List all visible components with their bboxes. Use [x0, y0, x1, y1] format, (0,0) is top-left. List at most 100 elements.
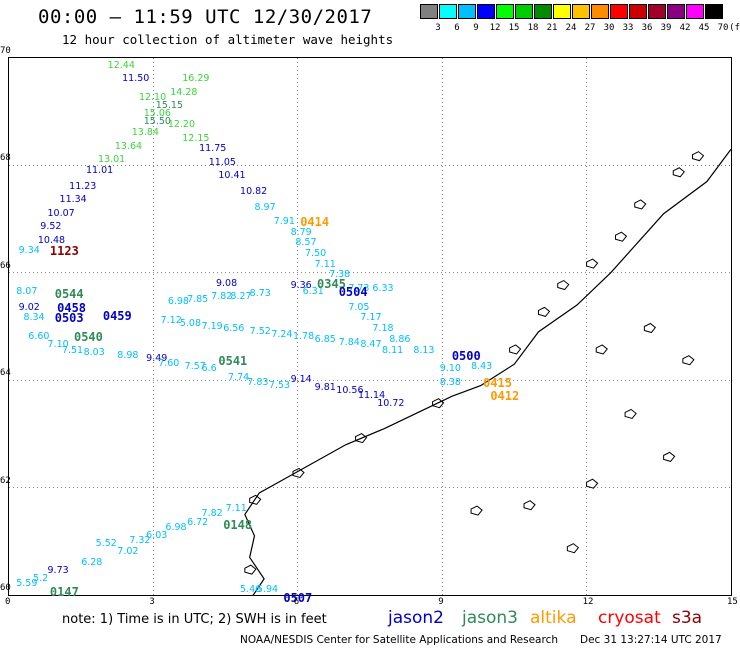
pass-time-label: 0147	[49, 585, 79, 600]
coast-island	[682, 355, 695, 366]
wave-height-label: 11.75	[199, 143, 227, 155]
coast-island	[509, 344, 522, 355]
wave-height-label: 7.73	[348, 282, 370, 294]
scale-swatch	[572, 4, 590, 19]
wave-height-label: 8.57	[295, 237, 317, 249]
satellite-legend-cryosat: cryosat	[598, 608, 661, 628]
wave-height-label: 8.13	[413, 344, 435, 356]
wave-height-label: 10.07	[47, 207, 75, 219]
pass-time-label: 0544	[54, 287, 84, 302]
scale-swatch	[477, 4, 495, 19]
map-labels: 12.44 11.50 16.29 14.28 12.10 15.15 15.06 15.50…	[9, 58, 731, 605]
scale-label: 15	[508, 23, 520, 33]
wave-height-label: 9.49	[146, 352, 168, 364]
coast-island	[537, 306, 551, 317]
scale-swatch	[648, 4, 666, 19]
wave-height-label: 15.15	[155, 100, 183, 112]
coast-island	[643, 322, 657, 334]
wave-height-label: 11.01	[86, 164, 114, 176]
lat-tick-label: 66	[0, 260, 11, 271]
lat-tick-label: 70	[0, 46, 11, 56]
wave-height-label: 5.08	[179, 317, 202, 329]
pass-time-label: 0412	[490, 389, 520, 404]
coast-island	[614, 231, 628, 242]
wave-height-label: 7.53	[268, 379, 291, 391]
wave-height-label: 5.2	[33, 572, 49, 584]
scale-swatch	[534, 4, 552, 19]
pass-time-label: 0148	[223, 518, 253, 533]
coast-island	[355, 432, 368, 444]
wave-height-label: 7.38	[329, 269, 351, 281]
pass-time-label: 0458	[57, 300, 87, 315]
wave-height-label: 5.46	[240, 583, 262, 595]
wave-height-label: 7.60	[158, 358, 180, 370]
wave-height-label: 11.50	[122, 73, 150, 85]
scale-swatch	[686, 4, 704, 19]
coast-island	[691, 151, 705, 162]
scale-swatch	[420, 4, 438, 19]
coast-island	[432, 398, 445, 409]
wave-height-label: 13.01	[98, 154, 126, 166]
page-subtitle: 12 hour collection of altimeter wave hei…	[62, 32, 394, 47]
map-panel: 12.44 11.50 16.29 14.28 12.10 15.15 15.06 15.50…	[8, 57, 732, 605]
wave-height-label: 6.98	[167, 296, 189, 308]
wave-height-label: 13.64	[114, 140, 143, 152]
coast-island	[566, 543, 580, 554]
scale-label: 12	[489, 23, 501, 33]
scale-swatch	[591, 4, 609, 19]
lat-tick-label: 60	[0, 583, 11, 593]
wave-height-label: 5.94	[256, 583, 279, 595]
scale-label: 9	[473, 23, 479, 33]
wave-height-label: 12.10	[138, 92, 167, 104]
footer-note: note: 1) Time is in UTC; 2) SWH is in fe…	[62, 612, 327, 627]
wave-height-label: 7.91	[273, 215, 295, 227]
pass-time-label: 0459	[102, 308, 132, 323]
scale-label: 45	[698, 23, 710, 33]
wave-height-label: 7.51	[61, 344, 84, 356]
scale-label: 36	[641, 23, 653, 33]
page-title: 00:00 – 11:59 UTC 12/30/2017	[38, 6, 373, 28]
pass-time-label: 0507	[283, 590, 313, 605]
wave-height-label: 10.41	[218, 170, 246, 182]
wave-height-label: 7.82	[201, 508, 223, 520]
wave-height-label: 11.05	[208, 156, 236, 168]
scale-swatch	[667, 4, 685, 19]
wave-height-label: 7.18	[372, 323, 394, 335]
wave-height-label: 7.05	[348, 301, 370, 313]
coast-island	[470, 505, 483, 516]
wave-height-label: 7.17	[360, 312, 382, 324]
wave-height-label: 8.43	[471, 360, 493, 372]
wave-height-label: 9.73	[47, 564, 69, 576]
wave-height-label: 16.29	[182, 73, 210, 85]
pass-time-label: 0504	[338, 284, 368, 299]
wave-height-label: 9.08	[215, 277, 238, 289]
coast-island	[634, 199, 647, 210]
coast-island	[672, 167, 685, 178]
lon-tick-label: 15	[727, 597, 738, 607]
wave-height-label: 7.32	[129, 535, 151, 547]
pass-time-label: 0414	[300, 214, 330, 229]
coastline	[244, 148, 731, 595]
wave-height-label: 7.50	[305, 248, 327, 259]
scale-unit: (ft)	[729, 23, 740, 33]
lon-tick-label: 3	[149, 597, 155, 607]
coast-island	[557, 279, 570, 291]
wave-height-label: 7.12	[160, 315, 182, 327]
wave-height-label: 7.57	[184, 360, 206, 372]
lat-tick-label: 64	[0, 368, 11, 379]
wave-height-label: 6.28	[81, 556, 103, 568]
pass-time-label: 0503	[54, 311, 84, 326]
wave-height-label: 5.59	[16, 578, 38, 590]
wave-height-label: 9.36	[290, 280, 312, 292]
wave-height-label: 7.02	[117, 546, 139, 558]
wave-height-label: 13.84	[131, 127, 159, 139]
wave-height-label: 9.81	[314, 382, 336, 394]
scale-label: 24	[565, 23, 577, 33]
wave-height-label: 8.38	[439, 376, 461, 388]
pass-time-label: 0540	[73, 330, 103, 345]
scale-swatch	[705, 4, 723, 19]
wave-height-label: 9.10	[439, 363, 461, 375]
coast-island	[523, 500, 536, 511]
wave-height-label: 15.50	[143, 116, 171, 128]
generated-timestamp: Dec 31 13:27:14 UTC 2017	[580, 634, 722, 646]
